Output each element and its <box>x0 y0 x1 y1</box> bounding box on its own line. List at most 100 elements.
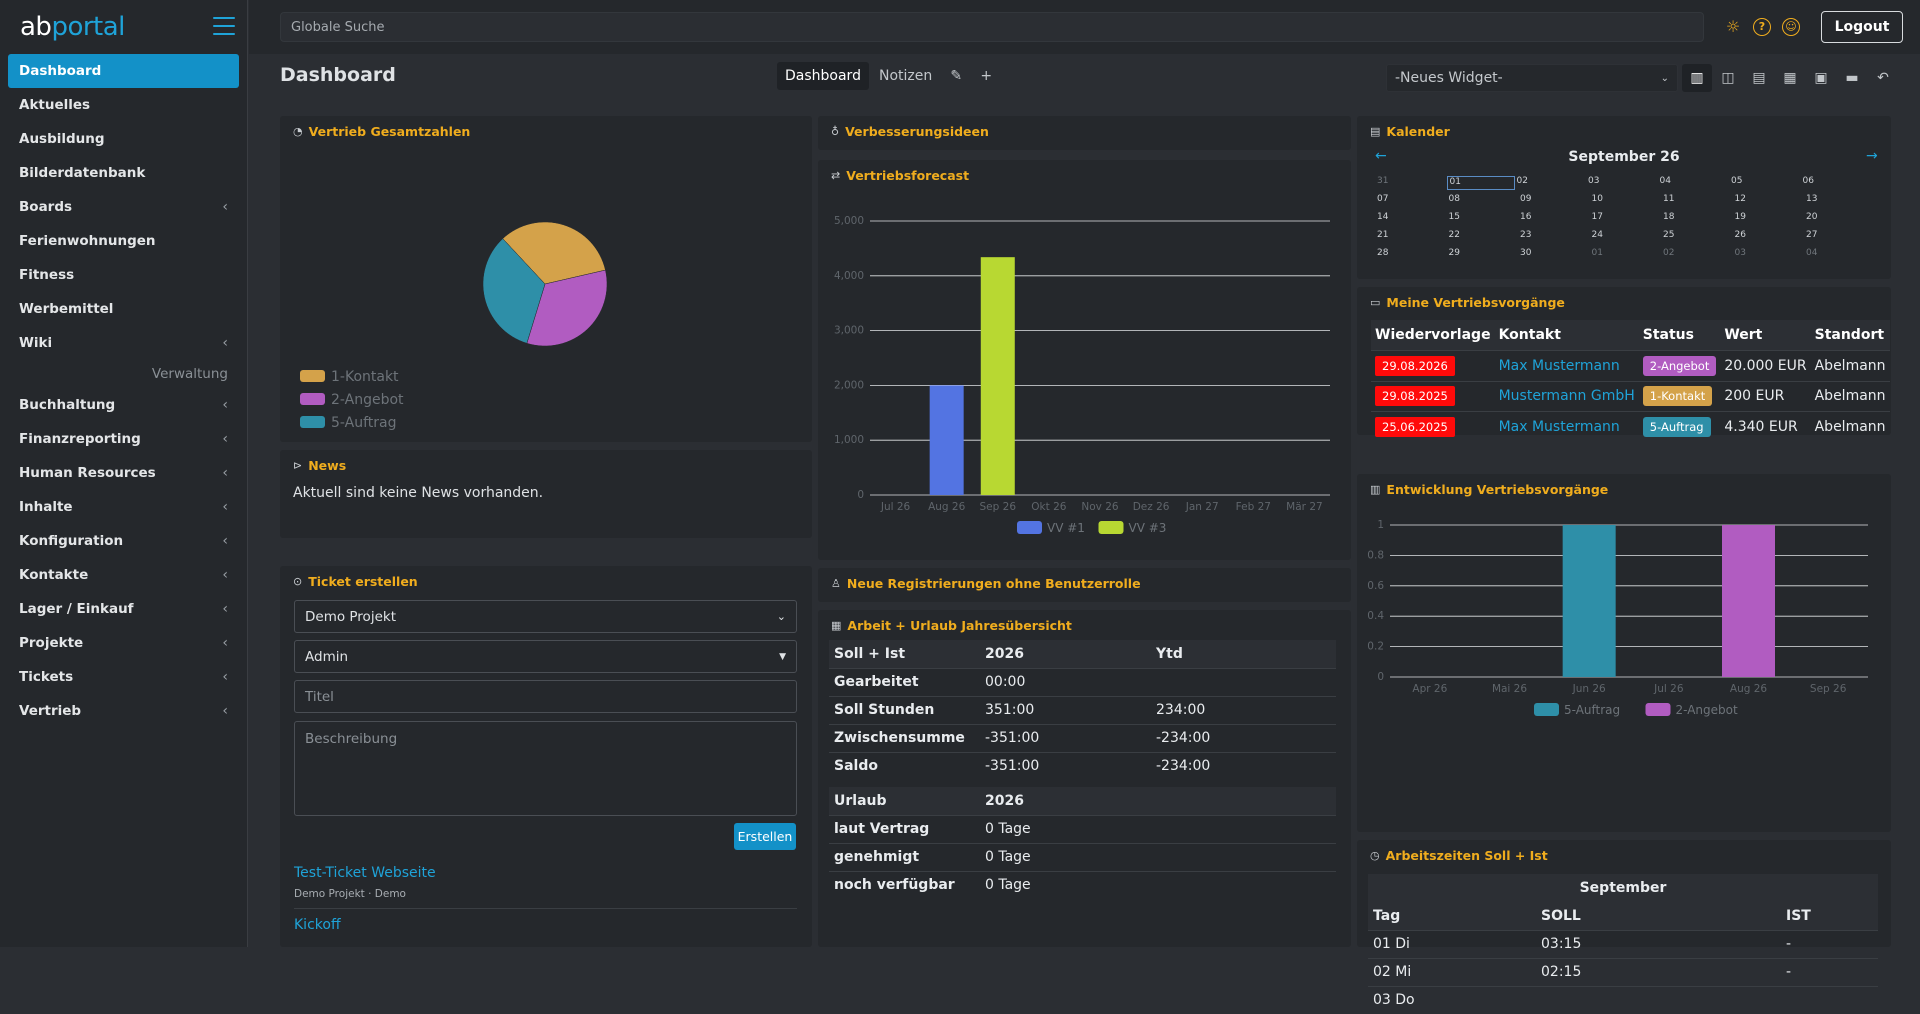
calendar-day[interactable]: 25 <box>1663 230 1675 240</box>
sidebar-item-boards[interactable]: Boards ‹ <box>8 190 239 224</box>
calendar-day[interactable]: 26 <box>1734 230 1746 240</box>
calendar-day[interactable]: 30 <box>1520 248 1532 258</box>
table-cell: - <box>1781 929 1878 958</box>
table-row: Saldo -351:00 -234:00 <box>829 751 1336 780</box>
calendar-day[interactable]: 08 <box>1448 194 1460 204</box>
logo[interactable]: abportal <box>20 12 125 42</box>
widget-meine-vertriebsvorgaenge: ▭ Meine Vertriebsvorgänge Wiedervorlage K… <box>1357 287 1891 442</box>
table-row[interactable]: 29.08.2026 Max Mustermann 2-Angebot 20.000 … <box>1371 350 1890 381</box>
ticket-link[interactable]: Kickoff <box>294 917 341 933</box>
sidebar-item-werbemittel[interactable]: Werbemittel <box>8 292 239 326</box>
layout-right-wide-icon[interactable]: ▦ <box>1783 70 1797 86</box>
logout-button[interactable]: Logout <box>1821 11 1903 43</box>
ticket-title-input[interactable]: Titel <box>294 680 797 713</box>
calendar-day[interactable]: 07 <box>1377 194 1389 204</box>
sidebar-item-aktuelles[interactable]: Aktuelles <box>8 88 239 122</box>
tab-dashboard[interactable]: Dashboard <box>777 62 869 90</box>
sidebar-item-lager-einkauf[interactable]: Lager / Einkauf ‹ <box>8 592 239 626</box>
calendar-day[interactable]: 06 <box>1802 176 1814 186</box>
calendar-day[interactable]: 10 <box>1591 194 1603 204</box>
create-ticket-button[interactable]: Erstellen <box>734 823 796 850</box>
calendar-day[interactable]: 19 <box>1734 212 1746 222</box>
calendar-day[interactable]: 21 <box>1377 230 1389 240</box>
sidebar-item-vertrieb[interactable]: Vertrieb ‹ <box>8 694 239 728</box>
sidebar-item-kontakte[interactable]: Kontakte ‹ <box>8 558 239 592</box>
sidebar-item-label: Projekte <box>19 635 84 651</box>
calendar-day[interactable]: 05 <box>1731 176 1743 186</box>
calendar-day[interactable]: 01 <box>1446 176 1515 190</box>
calendar-day[interactable]: 16 <box>1520 212 1532 222</box>
sidebar-item-buchhaltung[interactable]: Buchhaltung ‹ <box>8 388 239 422</box>
widget-title-text: Vertrieb Gesamtzahlen <box>308 124 471 139</box>
table-row[interactable]: 25.06.2025 Max Mustermann 5-Auftrag 4.340 E… <box>1371 411 1890 442</box>
sidebar-item-inhalte[interactable]: Inhalte ‹ <box>8 490 239 524</box>
table-cell: 1-Kontakt <box>1638 380 1721 412</box>
sidebar-item-fitness[interactable]: Fitness <box>8 258 239 292</box>
calendar-day[interactable]: 13 <box>1806 194 1818 204</box>
sidebar-item-human-resources[interactable]: Human Resources ‹ <box>8 456 239 490</box>
calendar-day[interactable]: 24 <box>1591 230 1603 240</box>
calendar-day[interactable]: 14 <box>1377 212 1389 222</box>
sidebar-item-ferienwohnungen[interactable]: Ferienwohnungen <box>8 224 239 258</box>
calendar-day[interactable]: 03 <box>1734 248 1746 258</box>
ticket-description-textarea[interactable]: Beschreibung <box>294 721 797 816</box>
edit-pencil-icon[interactable]: ✎ <box>950 68 963 84</box>
undo-icon[interactable]: ↶ <box>1877 70 1889 86</box>
menu-toggle-icon[interactable] <box>213 17 235 35</box>
layout-grid-icon[interactable]: ▣ <box>1814 70 1828 86</box>
contact-link[interactable]: Max Mustermann <box>1498 419 1620 435</box>
layout-rows-icon[interactable]: ▬ <box>1845 70 1859 86</box>
layout-left-wide-icon[interactable]: ▤ <box>1752 70 1766 86</box>
calendar-day[interactable]: 20 <box>1806 212 1818 222</box>
calendar-day[interactable]: 04 <box>1806 248 1818 258</box>
calendar-day[interactable]: 11 <box>1663 194 1675 204</box>
calendar-day[interactable]: 15 <box>1448 212 1460 222</box>
add-tab-plus-icon[interactable]: + <box>980 68 993 84</box>
calendar-day[interactable]: 04 <box>1659 176 1671 186</box>
calendar-day[interactable]: 27 <box>1806 230 1818 240</box>
user-account-icon[interactable]: ☺ <box>1782 18 1800 36</box>
sidebar-item-tickets[interactable]: Tickets ‹ <box>8 660 239 694</box>
contact-link[interactable]: Max Mustermann <box>1498 357 1620 374</box>
calendar-day[interactable]: 02 <box>1516 176 1528 186</box>
sidebar-item-bilderdatenbank[interactable]: Bilderdatenbank <box>8 156 239 190</box>
tab-notizen[interactable]: Notizen <box>878 68 933 84</box>
project-select[interactable]: Demo Projekt ⌄ <box>294 600 797 633</box>
calendar-day[interactable]: 12 <box>1734 194 1746 204</box>
calendar-day[interactable]: 01 <box>1591 248 1603 258</box>
sidebar-item-wiki[interactable]: Wiki ‹ <box>8 326 239 360</box>
calendar-day[interactable]: 22 <box>1448 230 1460 240</box>
calendar-day[interactable]: 29 <box>1448 248 1460 258</box>
calendar-day[interactable]: 18 <box>1663 212 1675 222</box>
calendar-day[interactable]: 03 <box>1588 176 1600 186</box>
calendar-day[interactable]: 31 <box>1377 176 1389 186</box>
help-icon[interactable]: ? <box>1753 18 1771 36</box>
calendar-day[interactable]: 09 <box>1520 194 1532 204</box>
sidebar-item-label: Ferienwohnungen <box>19 233 156 249</box>
x-tick-label: Jul 26 <box>880 501 911 513</box>
global-search-input[interactable]: Globale Suche <box>280 12 1704 42</box>
assignee-select[interactable]: Admin ▼ <box>294 640 797 673</box>
new-widget-select[interactable]: -Neues Widget- ⌄ <box>1386 64 1678 92</box>
layout-two-column-icon[interactable]: ◫ <box>1721 70 1735 86</box>
theme-sun-icon[interactable]: ☼ <box>1725 17 1741 36</box>
sidebar-item-finanzreporting[interactable]: Finanzreporting ‹ <box>8 422 239 456</box>
layout-three-column-icon[interactable]: ▥ <box>1682 64 1712 92</box>
calendar-day[interactable]: 28 <box>1377 248 1389 258</box>
ticket-link[interactable]: Test-Ticket Webseite <box>294 865 436 881</box>
sidebar-item-konfiguration[interactable]: Konfiguration ‹ <box>8 524 239 558</box>
calendar-day[interactable]: 23 <box>1520 230 1532 240</box>
sidebar-item-dashboard[interactable]: Dashboard <box>8 54 239 88</box>
widget-title-text: Vertriebsforecast <box>846 168 970 183</box>
contact-link[interactable]: Mustermann GmbH <box>1498 388 1635 405</box>
forecast-bar-chart: 0 1,000 2,000 3,000 4,000 5,000 Jul 26 Aug 26 Se… <box>834 215 1330 535</box>
sidebar-item-projekte[interactable]: Projekte ‹ <box>8 626 239 660</box>
widget-kalender: ▤ Kalender ← September 26 → 31 01 02 03 04 05 0… <box>1357 116 1891 279</box>
calendar-next-icon[interactable]: → <box>1866 148 1878 164</box>
calendar-day[interactable]: 02 <box>1663 248 1675 258</box>
table-row[interactable]: 29.08.2025 Mustermann GmbH 1-Kontakt 200 EU… <box>1371 380 1890 412</box>
calendar-prev-icon[interactable]: ← <box>1375 148 1387 164</box>
calendar-day[interactable]: 17 <box>1591 212 1603 222</box>
chevron-left-icon: ‹ <box>222 499 228 515</box>
sidebar-item-ausbildung[interactable]: Ausbildung <box>8 122 239 156</box>
